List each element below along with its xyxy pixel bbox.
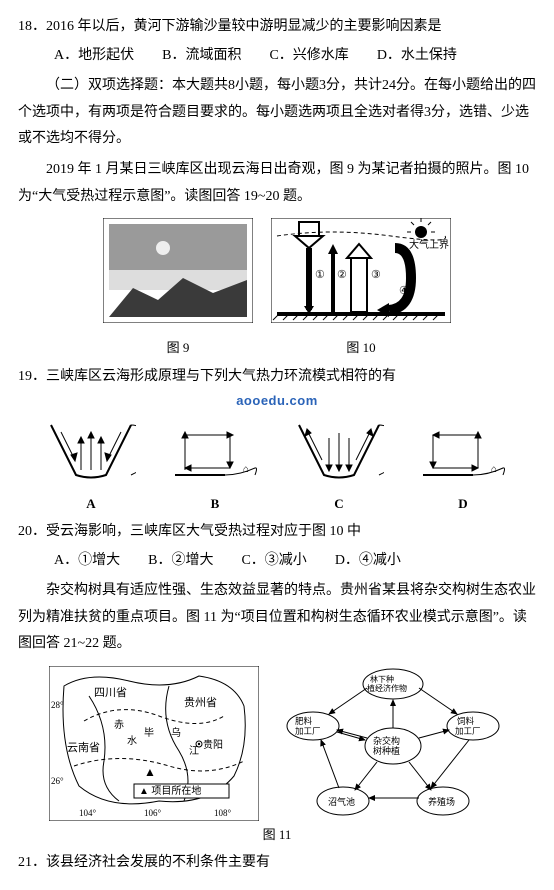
fig9-box: 图 9 (103, 218, 253, 360)
fig10-n1: ① (315, 269, 325, 281)
q19-stem: 三峡库区云海形成原理与下列大气热力环流模式相符的有 (46, 369, 396, 384)
q19-svg-c (294, 420, 384, 480)
q20-stem: 受云海影响，三峡库区大气受热过程对应于图 10 中 (46, 524, 361, 539)
q19-figs: A ⌂ B (18, 420, 536, 517)
q18-opt-b: B．流域面积 (162, 43, 241, 70)
q19: 19．三峡库区云海形成原理与下列大气热力环流模式相符的有 (18, 364, 536, 391)
map-prov3: 云南省 (67, 741, 100, 754)
q19-cap-b: B (170, 492, 260, 517)
svg-text:⌂: ⌂ (243, 464, 249, 475)
q19-fig-d: ⌂ D (418, 420, 508, 517)
q20-options: A．①增大 B．②增大 C．③减小 D．④减小 (18, 548, 536, 575)
q20-opt-b: B．②增大 (148, 548, 213, 575)
fig10-box: ① ② ③ ④ 大气上界 图 10 (271, 218, 451, 360)
fig10-n3: ③ (371, 269, 381, 281)
map-city: 贵阳 (203, 738, 223, 751)
map-y2: 26° (51, 776, 64, 786)
map-prov1: 四川省 (94, 686, 127, 699)
q19-svg-a (46, 420, 136, 480)
cycle-c1b: 树种植 (373, 745, 400, 756)
cycle-c2b: 加工厂 (295, 726, 321, 736)
q18: 18．2016 年以后，黄河下游输沙量较中游明显减少的主要影响因素是 (18, 14, 536, 41)
fig9-label: 图 9 (103, 336, 253, 361)
fig11-row: 四川省 贵州省 云南省 赤 水 毕 乌 江 贵阳 ▲ ▲ 项目所在地 104° … (18, 666, 536, 821)
map-x2: 106° (144, 808, 162, 818)
cycle-c1a: 杂交构 (373, 735, 400, 746)
fig10-n2: ② (337, 269, 347, 281)
map-feat-a: 乌 (171, 726, 181, 739)
q19-fig-a: A (46, 420, 136, 517)
fig9-svg (103, 218, 253, 323)
q19-svg-d: ⌂ (418, 420, 508, 480)
watermark: aooedu.com (18, 389, 536, 414)
fig10-sun-label: 大气上界 (409, 238, 449, 251)
q19-cap-a: A (46, 492, 136, 517)
q18-opt-a: A．地形起伏 (54, 43, 134, 70)
fig10-n4: ④ (399, 285, 409, 297)
fig-row-9-10: 图 9 ① ② (18, 218, 536, 360)
fig10-label: 图 10 (271, 336, 451, 361)
fig11-label: 图 11 (18, 823, 536, 848)
cycle-c5: 养殖场 (428, 796, 455, 807)
cycle-c4: 沼气池 (328, 796, 355, 807)
map-x1: 104° (79, 808, 97, 818)
q19-fig-b: ⌂ B (170, 420, 260, 517)
q19-num: 19． (18, 369, 46, 384)
fig11-cycle: 杂交构 树种植 林下种 植经济作物 肥料 加工厂 饲料 加工厂 沼气池 养殖场 (281, 666, 506, 821)
q20: 20．受云海影响，三峡库区大气受热过程对应于图 10 中 (18, 519, 536, 546)
section2-head: （二）双项选择题：本大题共8小题，每小题3分，共计24分。在每小题给出的四个选项… (18, 73, 536, 153)
q19-cap-c: C (294, 492, 384, 517)
cycle-c0b: 植经济作物 (367, 683, 407, 693)
cycle-c3a: 饲料 (457, 716, 475, 726)
map-feat-d: 水 (127, 735, 137, 747)
cycle-c3b: 加工厂 (455, 726, 481, 736)
q18-num: 18． (18, 19, 46, 34)
q19-svg-b: ⌂ (170, 420, 260, 480)
q21-num: 21． (18, 855, 46, 870)
section2-lead: 2019 年 1 月某日三峡库区出现云海日出奇观，图 9 为某记者拍摄的照片。图… (18, 157, 536, 210)
fig10-svg: ① ② ③ ④ 大气上界 (271, 218, 451, 323)
map-y1: 28° (51, 700, 64, 710)
cycle-c2a: 肥料 (295, 716, 313, 726)
q20-opt-c: C．③减小 (241, 548, 306, 575)
q21-stem: 该县经济社会发展的不利条件主要有 (46, 855, 270, 870)
q19-fig-c: C (294, 420, 384, 517)
map-feat-e: 毕 (144, 726, 154, 739)
q18-options: A．地形起伏 B．流域面积 C．兴修水库 D．水土保持 (18, 43, 536, 70)
map-marker: ▲ 项目所在地 (139, 784, 201, 797)
cycle-c0a: 林下种 (370, 674, 394, 684)
map-feat-c: 赤 (114, 719, 124, 731)
q18-opt-c: C．兴修水库 (269, 43, 348, 70)
q18-opt-d: D．水土保持 (377, 43, 457, 70)
map-prov2: 贵州省 (184, 696, 217, 709)
q20-num: 20． (18, 524, 46, 539)
svg-text:▲: ▲ (144, 765, 156, 779)
q18-stem: 2016 年以后，黄河下游输沙量较中游明显减少的主要影响因素是 (46, 19, 442, 34)
q21: 21．该县经济社会发展的不利条件主要有 (18, 850, 536, 877)
svg-text:⌂: ⌂ (491, 464, 497, 475)
map-x3: 108° (214, 808, 232, 818)
fig11-map: 四川省 贵州省 云南省 赤 水 毕 乌 江 贵阳 ▲ ▲ 项目所在地 104° … (49, 666, 259, 821)
q19-cap-d: D (418, 492, 508, 517)
q20-opt-a: A．①增大 (54, 548, 120, 575)
q20-opt-d: D．④减小 (335, 548, 401, 575)
lead2: 杂交构树具有适应性强、生态效益显著的特点。贵州省某县将杂交构树生态农业列为精准扶… (18, 578, 536, 658)
